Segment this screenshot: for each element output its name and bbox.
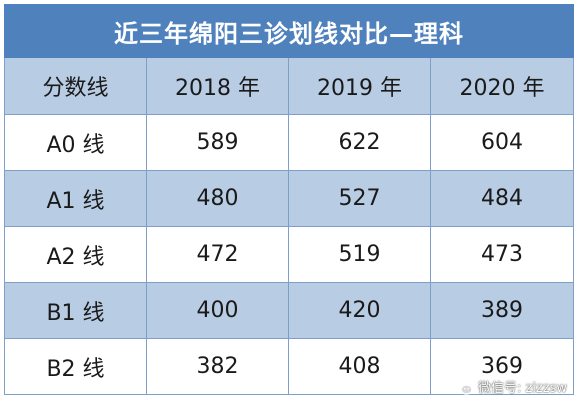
- cell-2018: 472: [146, 226, 289, 283]
- cell-2020: 389: [430, 282, 574, 339]
- cell-2018: 382: [146, 338, 289, 395]
- table-row: A2 线 472 519 473: [4, 226, 574, 283]
- score-comparison-table: 近三年绵阳三诊划线对比—理科 分数线 2018 年 2019 年 2020 年 …: [4, 4, 574, 395]
- cell-2019: 622: [288, 114, 431, 171]
- row-label: B2 线: [4, 338, 147, 395]
- column-header-2020: 2020 年: [430, 57, 574, 115]
- row-label: A0 线: [4, 114, 147, 171]
- column-header-2019: 2019 年: [288, 57, 431, 115]
- table-row: A0 线 589 622 604: [4, 114, 574, 171]
- cell-2019: 408: [288, 338, 431, 395]
- wechat-watermark: 微信号: zizzsw: [453, 377, 567, 396]
- row-label: A2 线: [4, 226, 147, 283]
- table-title-row: 近三年绵阳三诊划线对比—理科: [4, 4, 574, 58]
- cell-2020: 604: [430, 114, 574, 171]
- cell-2020: 484: [430, 170, 574, 227]
- row-label: B1 线: [4, 282, 147, 339]
- table-row: B1 线 400 420 389: [4, 282, 574, 339]
- cell-2019: 527: [288, 170, 431, 227]
- column-header-score-line: 分数线: [4, 57, 147, 115]
- wechat-icon: [453, 377, 473, 395]
- table-row: B2 线 382 408 369: [4, 338, 574, 395]
- row-label: A1 线: [4, 170, 147, 227]
- cell-2018: 589: [146, 114, 289, 171]
- cell-2019: 420: [288, 282, 431, 339]
- cell-2020: 369: [430, 338, 574, 395]
- cell-2020: 473: [430, 226, 574, 283]
- table-header-row: 分数线 2018 年 2019 年 2020 年: [4, 57, 574, 115]
- cell-2019: 519: [288, 226, 431, 283]
- table-row: A1 线 480 527 484: [4, 170, 574, 227]
- cell-2018: 480: [146, 170, 289, 227]
- table-title: 近三年绵阳三诊划线对比—理科: [4, 4, 574, 58]
- watermark-text: 微信号: zizzsw: [477, 381, 567, 396]
- column-header-2018: 2018 年: [146, 57, 289, 115]
- cell-2018: 400: [146, 282, 289, 339]
- score-table-container: 近三年绵阳三诊划线对比—理科 分数线 2018 年 2019 年 2020 年 …: [4, 4, 574, 402]
